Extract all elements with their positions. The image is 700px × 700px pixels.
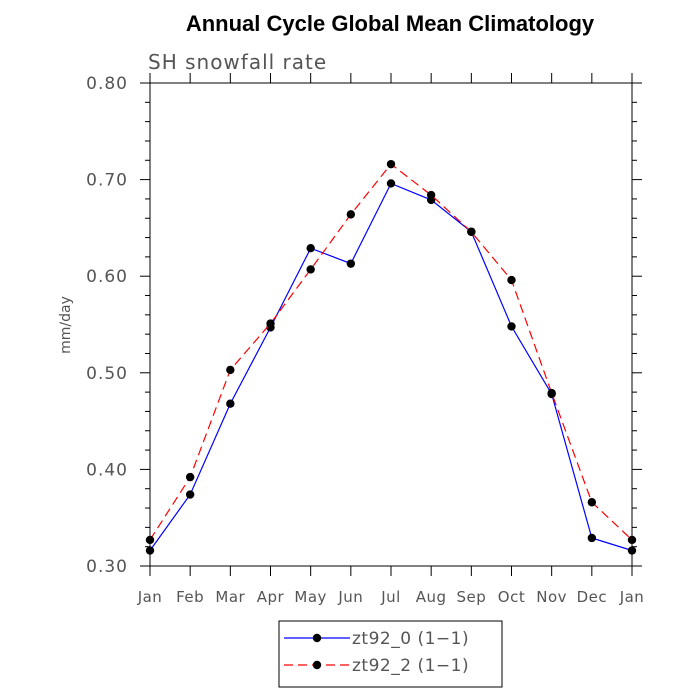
data-point [185,472,195,482]
x-tick-label: Aug [416,588,447,606]
axis-ticks [140,73,642,576]
series-line [149,163,633,541]
legend-box [278,620,503,688]
legend-label: zt92_0 (1−1) [352,629,469,649]
plot-frame [149,82,633,567]
series-layer [145,159,637,555]
data-point [145,535,155,545]
series-line [149,182,633,552]
data-point [587,498,597,507]
data-point [266,319,275,328]
data-point [185,490,195,499]
y-tick-label: 0.30 [86,557,128,577]
legend-marker [312,633,322,643]
x-tick-label: Feb [176,588,204,606]
data-point [386,179,396,188]
series-1 [145,179,637,555]
data-point [346,259,356,268]
data-point [306,243,315,253]
legend-entry: zt92_0 (1−1) [284,629,469,649]
legend-label: zt92_2 (1−1) [352,656,469,676]
x-tick-label: Sep [456,588,486,606]
data-point [226,399,235,408]
x-tick-label: May [294,588,327,606]
x-tick-label: Oct [498,588,525,606]
data-point [145,546,155,555]
data-point [587,533,597,543]
series-2 [145,159,637,545]
legend-marker [312,660,322,670]
y-tick-label: 0.50 [86,364,128,384]
y-tick-label: 0.70 [86,171,128,191]
data-point [467,227,476,236]
y-tick-label: 0.80 [86,74,128,94]
chart-subtitle: SH snowfall rate [148,50,327,74]
x-tick-label: Dec [577,588,608,606]
x-tick-label: Jul [380,588,401,606]
data-point [507,275,516,285]
chart-title: Annual Cycle Global Mean Climatology [186,11,595,36]
data-point [627,535,637,545]
x-tick-label: Mar [215,588,245,606]
data-point [306,265,315,274]
data-point [346,210,356,219]
legend-entry: zt92_2 (1−1) [284,656,469,676]
data-point [507,322,516,331]
x-tick-label: Jun [337,588,363,606]
data-point [426,190,436,200]
y-tick-label: 0.60 [86,267,128,287]
y-tick-labels: 0.30 0.40 0.50 0.60 0.70 0.80 [86,74,128,577]
data-point [547,388,556,398]
x-tick-labels: Jan Feb Mar Apr May Jun Jul Aug Sep Oct Nov Dec Jan [137,588,645,606]
x-tick-label: Apr [257,588,285,606]
data-point [226,365,235,375]
data-point [386,159,396,169]
y-axis-label: mm/day [58,296,74,354]
y-tick-label: 0.40 [86,460,128,480]
legend: zt92_0 (1−1) zt92_2 (1−1) [278,620,503,688]
x-tick-label: Jan [137,588,163,606]
data-point [627,546,637,555]
x-tick-label: Jan [619,588,645,606]
x-tick-label: Nov [536,588,567,606]
